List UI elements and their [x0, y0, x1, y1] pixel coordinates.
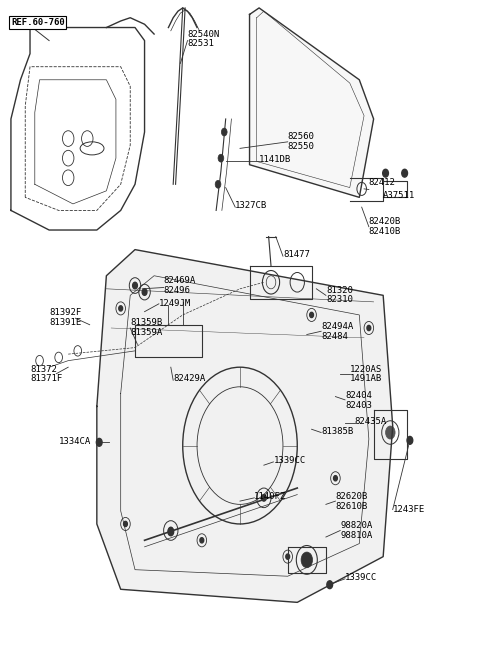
Circle shape [142, 289, 147, 295]
Text: 82496: 82496 [164, 286, 191, 295]
Text: 82620B: 82620B [336, 492, 368, 501]
Text: 98810A: 98810A [340, 531, 372, 541]
Text: 82310: 82310 [326, 295, 353, 304]
Text: 82540N: 82540N [188, 30, 220, 39]
Text: 82412: 82412 [369, 178, 396, 188]
Polygon shape [250, 8, 373, 197]
Text: 81385B: 81385B [321, 426, 353, 436]
Text: 81372: 81372 [30, 365, 57, 374]
Circle shape [215, 180, 221, 188]
Text: 82531: 82531 [188, 39, 215, 49]
Circle shape [301, 552, 312, 567]
Circle shape [407, 436, 413, 444]
Circle shape [218, 154, 224, 162]
Text: 1327CB: 1327CB [235, 201, 267, 210]
Text: 81392F: 81392F [49, 308, 82, 318]
Text: 82550: 82550 [288, 142, 314, 151]
Circle shape [119, 306, 122, 311]
Text: 81359A: 81359A [130, 328, 163, 337]
Text: 82560: 82560 [288, 132, 314, 141]
Text: 98820A: 98820A [340, 522, 372, 531]
Circle shape [168, 528, 174, 536]
Text: 82469A: 82469A [164, 276, 196, 285]
Text: 82410B: 82410B [369, 227, 401, 236]
Text: 81359B: 81359B [130, 318, 163, 327]
Text: 82494A: 82494A [321, 322, 353, 331]
Circle shape [123, 522, 127, 527]
Text: 82484: 82484 [321, 332, 348, 341]
Text: 81391E: 81391E [49, 318, 82, 327]
Circle shape [200, 538, 204, 543]
Circle shape [96, 438, 102, 446]
Text: 1339CC: 1339CC [274, 456, 306, 465]
Text: 1339CC: 1339CC [345, 573, 377, 582]
Circle shape [385, 426, 395, 439]
Text: 1249JM: 1249JM [159, 298, 191, 308]
Text: 82610B: 82610B [336, 502, 368, 511]
Circle shape [310, 312, 313, 318]
Circle shape [327, 581, 333, 588]
Text: 1140FZ: 1140FZ [254, 492, 287, 501]
Text: 1334CA: 1334CA [59, 436, 91, 445]
Text: 82429A: 82429A [173, 375, 205, 384]
Text: 82403: 82403 [345, 401, 372, 409]
Text: 81320: 81320 [326, 285, 353, 295]
Circle shape [221, 128, 227, 136]
Circle shape [286, 554, 289, 560]
Circle shape [132, 282, 137, 289]
Text: 82420B: 82420B [369, 217, 401, 226]
Text: 82404: 82404 [345, 391, 372, 400]
Text: 1491AB: 1491AB [350, 375, 382, 384]
Text: 82435A: 82435A [355, 417, 387, 426]
Polygon shape [97, 250, 393, 602]
Circle shape [402, 169, 408, 177]
Text: REF.60-760: REF.60-760 [11, 18, 65, 27]
Circle shape [168, 527, 173, 534]
Circle shape [334, 476, 337, 481]
Circle shape [262, 495, 266, 501]
Text: 81477: 81477 [283, 251, 310, 259]
Text: 1220AS: 1220AS [350, 365, 382, 374]
Circle shape [383, 169, 388, 177]
Text: 1141DB: 1141DB [259, 155, 291, 164]
Circle shape [367, 325, 371, 331]
Text: 81371F: 81371F [30, 375, 62, 384]
Text: 1243FE: 1243FE [393, 505, 425, 514]
Text: A37511: A37511 [383, 191, 415, 200]
